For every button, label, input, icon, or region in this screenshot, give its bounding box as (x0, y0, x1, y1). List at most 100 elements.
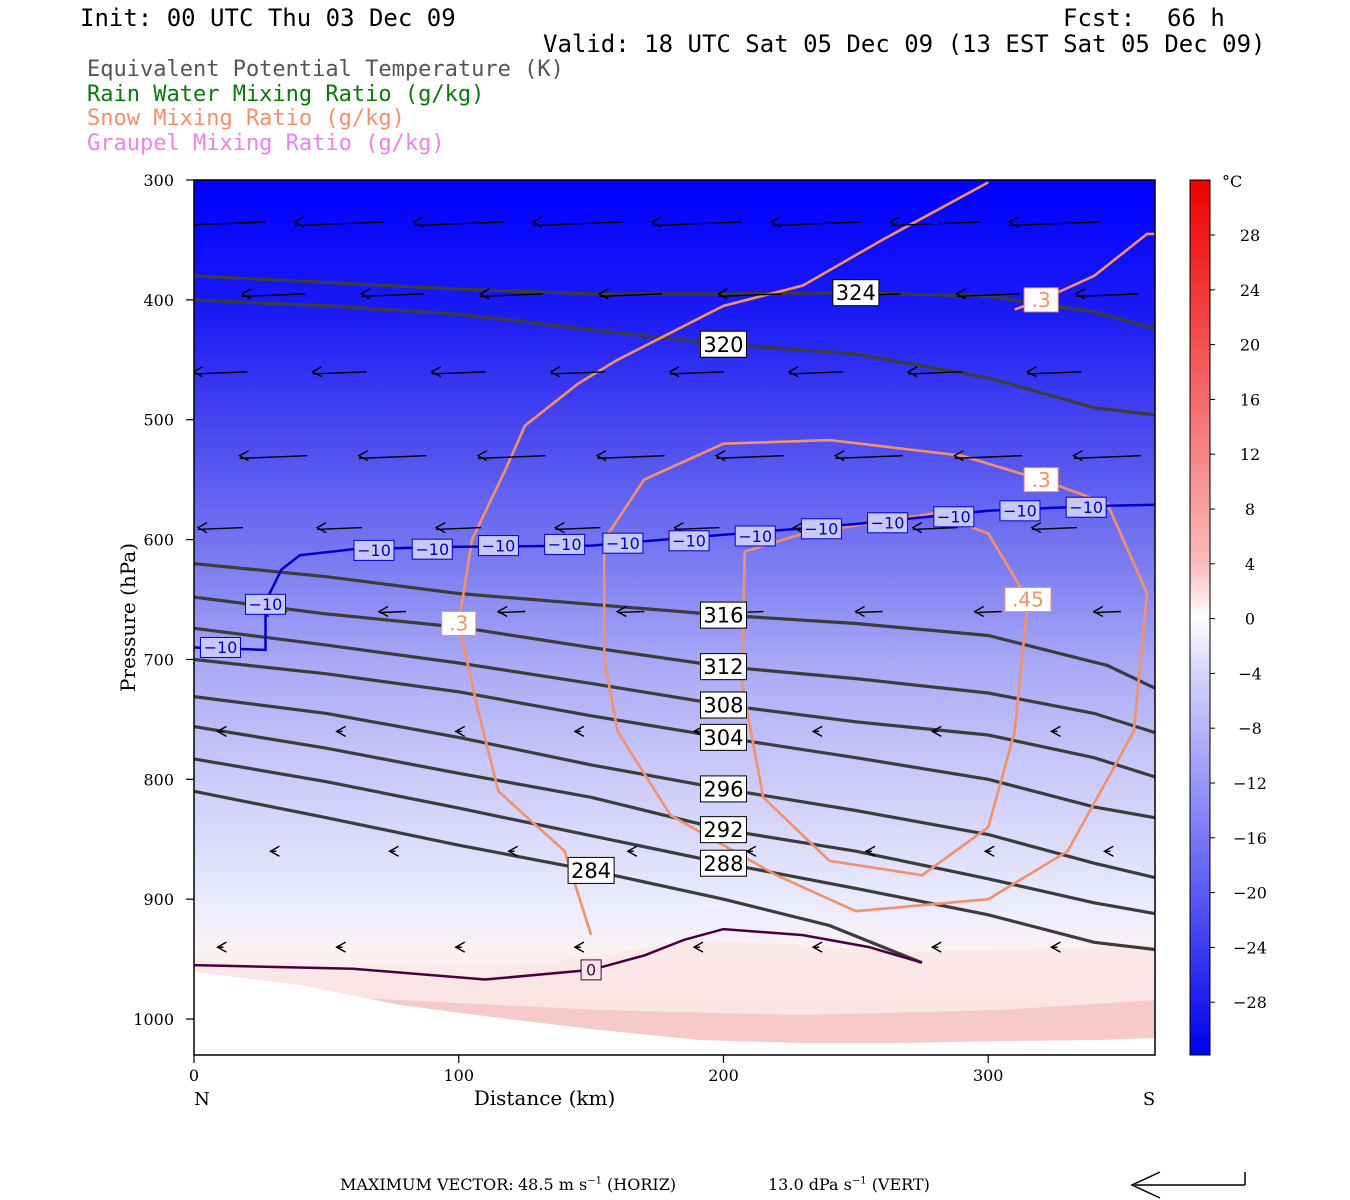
wind-vector (651, 221, 743, 227)
svg-text:−10: −10 (606, 534, 640, 553)
x-axis-label: Distance (km) (474, 1086, 616, 1110)
wind-vector-head (626, 845, 638, 857)
theta-e-line-324 (194, 274, 1155, 331)
theta-e-label-320: 320 (699, 330, 747, 358)
colorbar-label: 16 (1240, 390, 1260, 409)
terrain (194, 972, 1155, 1055)
wind-vector-head (335, 941, 346, 953)
svg-text:296: 296 (703, 777, 743, 801)
wind-vector (1027, 371, 1082, 375)
wind-vector (194, 221, 266, 226)
wind-vector-head (175, 217, 184, 227)
wind-vector (477, 454, 546, 460)
x-tick-label: 0 (189, 1066, 199, 1085)
y-tick-label: 300 (143, 171, 174, 190)
wind-vector-head (359, 288, 371, 300)
wind-vector (771, 221, 862, 227)
wind-vector (197, 526, 244, 531)
svg-text:−10: −10 (805, 520, 839, 539)
wind-vector-head (717, 288, 728, 300)
wind-vector-head (864, 845, 876, 857)
y-tick-label: 400 (143, 291, 174, 310)
snow-label-0: .3 (441, 610, 477, 636)
theta-e-label-308: 308 (699, 691, 747, 719)
colorbar-label: 4 (1245, 555, 1255, 574)
theta-e-label-304: 304 (699, 723, 747, 751)
wind-vector (912, 526, 958, 531)
isotherm-label-0: −10 (199, 636, 241, 658)
wind-vector (855, 610, 883, 614)
wind-vector-head (1072, 450, 1083, 462)
colorbar-label: 8 (1245, 500, 1255, 519)
max-vector-vert-value: 13.0 dPa s (768, 1175, 852, 1194)
isotherm-label-8: −10 (734, 525, 776, 547)
wind-vector-head (573, 725, 585, 737)
isotherm-label-5: −10 (544, 533, 586, 555)
snow-label-1: .45 (1004, 587, 1052, 613)
theta-e-label-316: 316 (699, 601, 747, 629)
theta-e-label-296: 296 (699, 775, 747, 803)
wind-vector-head (553, 521, 565, 534)
wind-vector (312, 371, 367, 375)
wind-vector (241, 293, 305, 298)
wind-vector (617, 610, 645, 614)
valid-time: Valid: 18 UTC Sat 05 Dec 09 (13 EST Sat … (543, 30, 1266, 58)
isotherm-label-4: −10 (477, 535, 519, 557)
wind-vector (1093, 610, 1121, 614)
snow-label-2: .3 (1023, 467, 1059, 493)
colorbar-label: −8 (1238, 719, 1262, 738)
legend-graupel: Graupel Mixing Ratio (g/kg) (87, 131, 445, 156)
wind-vector (436, 526, 482, 531)
y-tick-label: 900 (143, 890, 174, 909)
wind-vector-head (911, 521, 923, 534)
south-label: S (1143, 1089, 1155, 1110)
wind-vector-head (650, 216, 662, 228)
theta-e-label-288: 288 (699, 849, 747, 877)
y-tick-label: 500 (143, 411, 174, 430)
wind-vector-head (507, 845, 519, 857)
wind-vector-head (811, 941, 823, 953)
wind-vector-head (973, 605, 985, 618)
wind-vector-head (430, 366, 442, 378)
wind-vector (954, 454, 1022, 460)
wind-vector (379, 610, 407, 614)
wind-vector-head (1092, 605, 1104, 618)
max-vector-horiz: 48.5 m s−1 (HORIZ) (518, 1175, 677, 1194)
wind-vector-head (549, 366, 561, 378)
snow-label-3: .3 (1023, 287, 1059, 313)
x-tick-label: 200 (708, 1066, 739, 1085)
legend-rain: Rain Water Mixing Ratio (g/kg) (87, 82, 485, 107)
wind-vector (1075, 293, 1139, 298)
colorbar-label: 24 (1240, 281, 1260, 300)
wind-vector-head (787, 366, 799, 378)
wind-vector-head (955, 288, 967, 300)
theta-e-label-284: 284 (567, 856, 615, 884)
wind-vector (498, 610, 526, 614)
isotherm-label-9: −10 (800, 518, 842, 540)
svg-text:−10: −10 (672, 532, 706, 551)
isotherm-label-7: −10 (668, 530, 710, 552)
isotherm-zero (194, 927, 923, 981)
wind-vector-head (1030, 521, 1042, 534)
colorbar-label: −24 (1233, 938, 1267, 957)
svg-text:316: 316 (703, 604, 743, 628)
y-tick-label: 600 (143, 531, 174, 550)
wind-vector-head (595, 450, 607, 462)
wind-vector (413, 221, 504, 227)
snow-contour-2 (603, 438, 1149, 913)
snow-contour-1 (740, 511, 1030, 877)
isotherm-label-2: −10 (353, 539, 395, 561)
reference-vector-icon (1130, 1171, 1246, 1199)
wind-vector-head (293, 216, 304, 228)
wind-vector-head (692, 941, 704, 953)
wind-vector-head (454, 725, 466, 737)
legend-snow: Snow Mixing Ratio (g/kg) (87, 106, 405, 131)
colorbar-label: −16 (1233, 829, 1267, 848)
colorbar-label: −20 (1233, 884, 1267, 903)
wind-vector (718, 293, 782, 298)
wind-vector-head (335, 725, 346, 737)
wind-vector (789, 371, 844, 375)
wind-vector-head (531, 216, 543, 228)
wind-vector-head (412, 216, 424, 228)
max-vector-horiz-value: 48.5 m s (518, 1175, 588, 1194)
